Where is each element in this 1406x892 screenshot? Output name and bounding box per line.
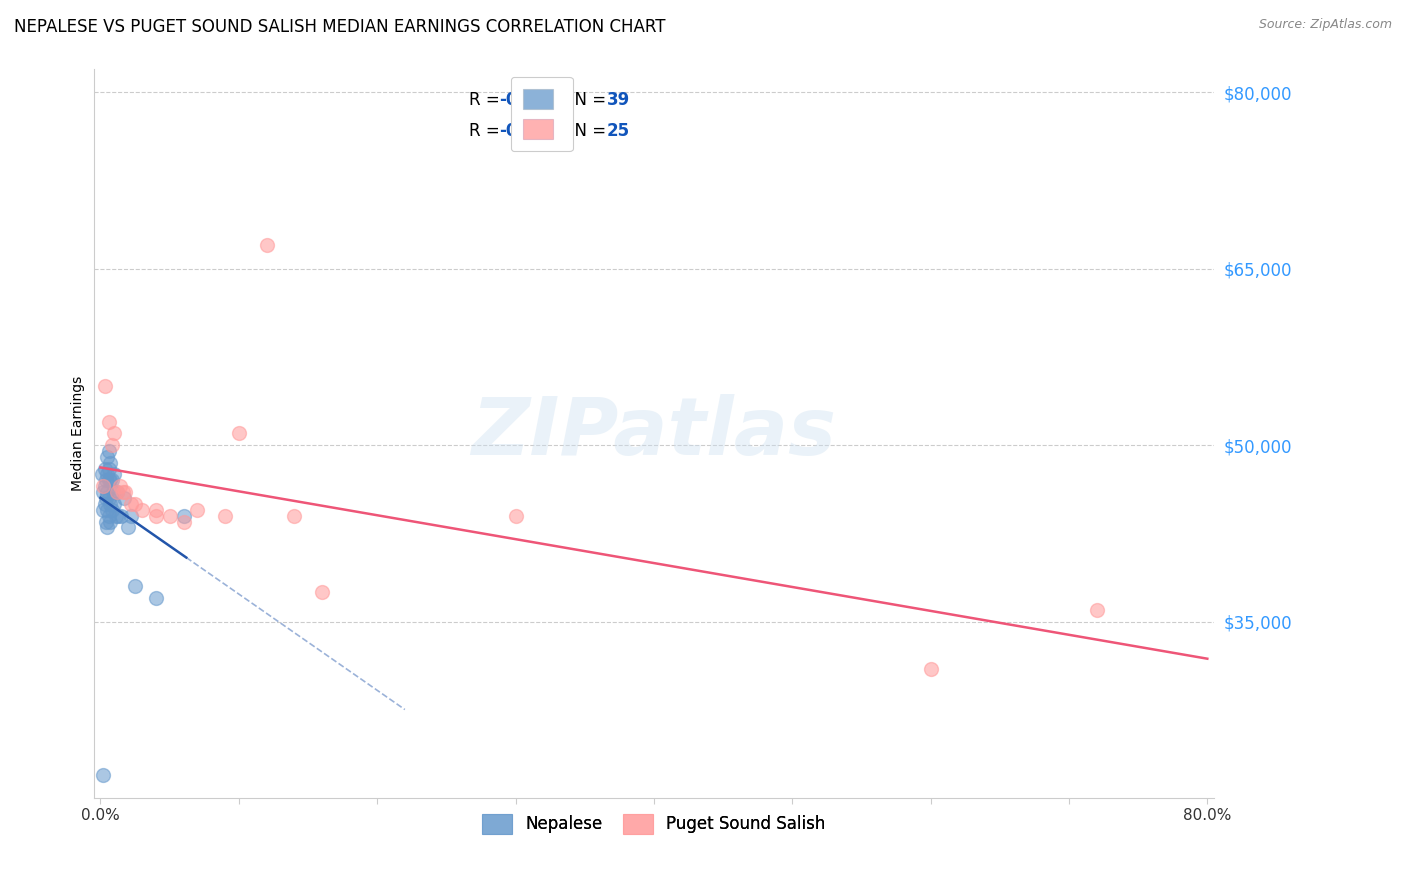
- Point: [98, 456, 121, 470]
- Point: [97, 508, 120, 523]
- Point: [100, 438, 122, 452]
- Text: ZIPatlas: ZIPatlas: [471, 394, 837, 472]
- Point: [110, 508, 132, 523]
- Point: [96, 520, 118, 534]
- Point: [173, 515, 195, 529]
- Point: [256, 238, 278, 252]
- Point: [145, 508, 167, 523]
- Point: [214, 508, 236, 523]
- Point: [93, 379, 115, 393]
- Text: -0.226: -0.226: [499, 121, 558, 140]
- Point: [120, 497, 142, 511]
- Text: -0.308: -0.308: [499, 91, 558, 109]
- Text: NEPALESE VS PUGET SOUND SALISH MEDIAN EARNINGS CORRELATION CHART: NEPALESE VS PUGET SOUND SALISH MEDIAN EA…: [14, 18, 665, 36]
- Point: [101, 485, 124, 500]
- Point: [93, 479, 115, 493]
- Point: [94, 491, 117, 505]
- Point: [505, 508, 527, 523]
- Point: [920, 662, 942, 676]
- Text: Source: ZipAtlas.com: Source: ZipAtlas.com: [1258, 18, 1392, 31]
- Point: [94, 515, 117, 529]
- Text: R =: R =: [470, 121, 505, 140]
- Point: [103, 467, 125, 482]
- Point: [97, 415, 120, 429]
- Point: [105, 485, 128, 500]
- Point: [98, 497, 121, 511]
- Point: [120, 508, 142, 523]
- Point: [186, 502, 208, 516]
- Text: N =: N =: [564, 121, 612, 140]
- Point: [107, 508, 129, 523]
- Point: [100, 474, 122, 488]
- Point: [228, 426, 250, 441]
- Point: [159, 508, 181, 523]
- Y-axis label: Median Earnings: Median Earnings: [72, 376, 86, 491]
- Point: [103, 497, 125, 511]
- Point: [97, 491, 120, 505]
- Point: [90, 467, 112, 482]
- Point: [94, 474, 117, 488]
- Point: [145, 591, 167, 605]
- Text: 25: 25: [607, 121, 630, 140]
- Point: [97, 474, 120, 488]
- Point: [100, 502, 122, 516]
- Point: [93, 461, 115, 475]
- Point: [93, 497, 115, 511]
- Point: [98, 515, 121, 529]
- Legend: Nepalese, Puget Sound Salish: Nepalese, Puget Sound Salish: [475, 807, 832, 841]
- Point: [91, 479, 114, 493]
- Point: [98, 474, 121, 488]
- Point: [111, 485, 134, 500]
- Text: R =: R =: [470, 91, 505, 109]
- Point: [1085, 603, 1108, 617]
- Point: [91, 767, 114, 781]
- Point: [117, 520, 139, 534]
- Point: [108, 479, 131, 493]
- Point: [131, 502, 153, 516]
- Point: [105, 485, 128, 500]
- Point: [112, 491, 135, 505]
- Point: [103, 426, 125, 441]
- Point: [124, 497, 146, 511]
- Point: [91, 502, 114, 516]
- Point: [96, 467, 118, 482]
- Point: [97, 461, 120, 475]
- Point: [114, 485, 136, 500]
- Point: [91, 485, 114, 500]
- Point: [173, 508, 195, 523]
- Point: [104, 508, 127, 523]
- Point: [96, 502, 118, 516]
- Text: 39: 39: [607, 91, 630, 109]
- Point: [97, 444, 120, 458]
- Point: [96, 450, 118, 464]
- Point: [311, 585, 333, 599]
- Point: [96, 485, 118, 500]
- Point: [124, 579, 146, 593]
- Point: [283, 508, 305, 523]
- Point: [145, 502, 167, 516]
- Text: N =: N =: [564, 91, 612, 109]
